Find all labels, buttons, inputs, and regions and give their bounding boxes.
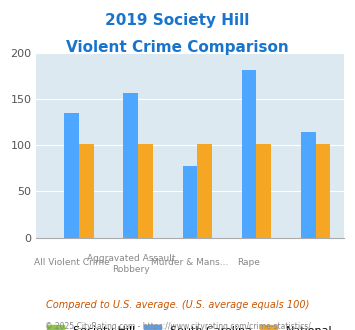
- Bar: [138, 144, 153, 238]
- Text: Murder & Mans...: Murder & Mans...: [151, 258, 229, 267]
- Bar: [197, 144, 212, 238]
- Text: Rape: Rape: [237, 258, 261, 267]
- Text: Aggravated Assault: Aggravated Assault: [87, 254, 175, 263]
- Text: 2019 Society Hill: 2019 Society Hill: [105, 13, 250, 28]
- Bar: [182, 166, 197, 238]
- Bar: [124, 92, 138, 238]
- Text: Violent Crime Comparison: Violent Crime Comparison: [66, 40, 289, 54]
- Text: Robbery: Robbery: [112, 265, 149, 274]
- Text: Compared to U.S. average. (U.S. average equals 100): Compared to U.S. average. (U.S. average …: [46, 300, 309, 310]
- Bar: [79, 144, 94, 238]
- Bar: [301, 132, 316, 238]
- Text: © 2025 CityRating.com - https://www.cityrating.com/crime-statistics/: © 2025 CityRating.com - https://www.city…: [45, 322, 310, 330]
- Legend: Society Hill, South Carolina, National: Society Hill, South Carolina, National: [43, 321, 337, 330]
- Bar: [316, 144, 330, 238]
- Bar: [256, 144, 271, 238]
- Bar: [64, 113, 79, 238]
- Text: All Violent Crime: All Violent Crime: [34, 258, 110, 267]
- Bar: [242, 70, 256, 238]
